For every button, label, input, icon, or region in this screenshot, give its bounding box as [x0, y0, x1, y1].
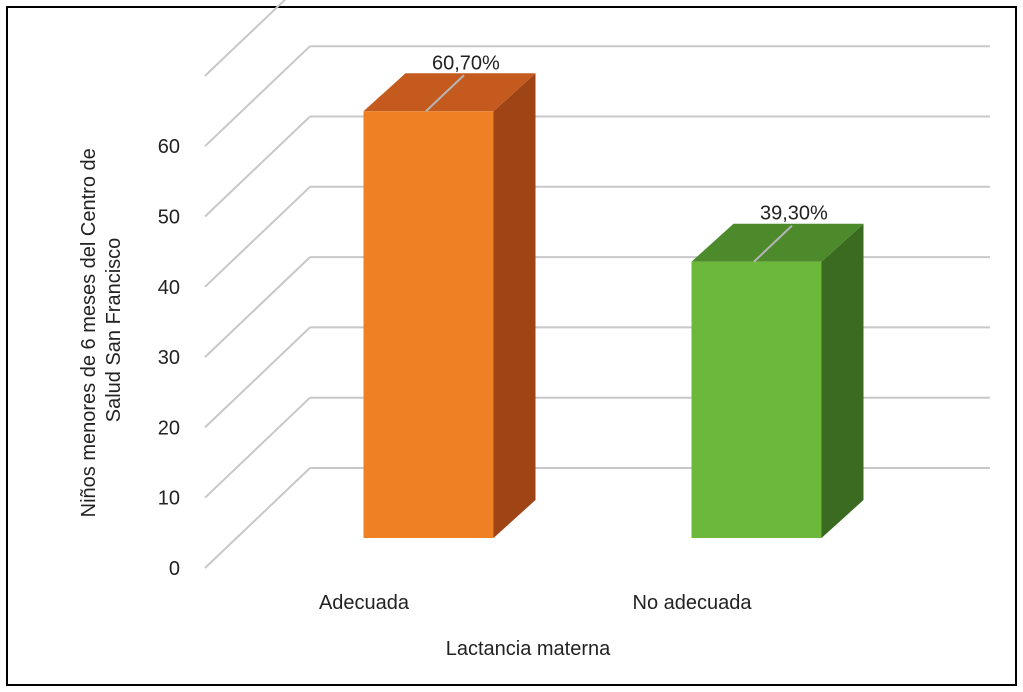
bar-no-adecuada: 39,30%	[691, 203, 864, 538]
data-label: 39,30%	[760, 203, 828, 225]
bar-top-face	[691, 223, 864, 262]
gridline-depth-70	[204, 0, 287, 77]
gridline-depth-50	[204, 115, 311, 218]
bar-side-face	[493, 73, 536, 539]
gridline-depth-60	[204, 45, 311, 147]
bar-top-face	[363, 73, 536, 112]
y-axis-label: Niños menores de 6 meses del Centro de S…	[78, 143, 125, 518]
y-tick-label-50: 50	[158, 207, 180, 229]
y-axis-ticks: 0 10 20 30 40 50 60	[158, 136, 180, 580]
gridline-depth-20	[204, 326, 311, 429]
gridlines	[204, 0, 990, 569]
x-axis-ticks: Adecuada No adecuada	[319, 592, 752, 614]
gridline-depth-10	[204, 396, 311, 499]
y-tick-label-40: 40	[158, 277, 180, 299]
data-label-leader	[425, 74, 465, 113]
bar-side-face	[821, 223, 864, 538]
bar-front-face	[691, 261, 822, 538]
x-tick-label-0: Adecuada	[319, 592, 410, 614]
bar-front-face	[363, 111, 494, 539]
y-tick-label-30: 30	[158, 347, 180, 369]
y-axis-label-line-1: Niños menores de 6 meses del Centro de	[78, 148, 100, 517]
y-tick-label-60: 60	[158, 136, 180, 158]
y-axis-label-line-2: Salud San Francisco	[103, 238, 125, 423]
y-tick-label-20: 20	[158, 417, 180, 439]
x-tick-label-1: No adecuada	[633, 592, 753, 614]
x-axis-label: Lactancia materna	[446, 638, 611, 660]
gridline-depth-0	[204, 467, 311, 569]
data-label: 60,70%	[432, 52, 500, 74]
y-tick-label-10: 10	[158, 488, 180, 510]
bars: 60,70% 39,30%	[363, 52, 864, 539]
data-label-leader	[753, 224, 793, 263]
bar-adecuada: 60,70%	[363, 52, 536, 539]
gridline-depth-40	[204, 186, 311, 288]
gridline-depth-30	[204, 256, 311, 358]
y-tick-label-0: 0	[169, 558, 180, 580]
